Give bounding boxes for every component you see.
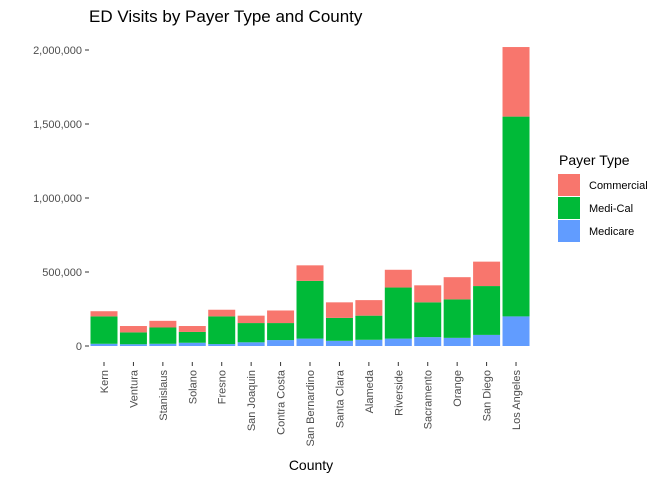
bar-commercial (325, 302, 353, 318)
bar-commercial (502, 47, 530, 117)
x-tick-label: Alameda (364, 369, 376, 413)
y-tick-label: 2,000,000 (33, 45, 82, 57)
bar-commercial (208, 309, 236, 317)
x-tick-label: Riverside (393, 370, 405, 416)
x-tick-label: Contra Costa (276, 369, 288, 435)
x-tick-label: Los Angeles (511, 370, 523, 430)
bar-commercial (267, 310, 295, 324)
bar-medi-cal (325, 317, 353, 341)
bar-medi-cal (355, 315, 383, 340)
x-tick-label: Fresno (217, 370, 229, 404)
bar-commercial (119, 326, 147, 333)
legend-swatch (558, 174, 580, 196)
bar-medi-cal (502, 116, 530, 317)
bar-medicare (384, 338, 412, 346)
bar-medi-cal (90, 316, 118, 344)
x-tick-label: San Diego (482, 370, 494, 421)
legend-swatch (558, 197, 580, 219)
legend-label: Commercial (589, 180, 648, 192)
legend-label: Medi-Cal (589, 203, 633, 215)
chart-title: ED Visits by Payer Type and County (89, 7, 363, 26)
bar-medicare (178, 342, 206, 346)
legend-swatch (558, 220, 580, 242)
bar-medicare (355, 339, 383, 346)
x-axis: Kern Ventura Stanislaus Solano Fresno San Joa… (99, 362, 523, 446)
bar-commercial (149, 320, 177, 328)
bar-medi-cal (208, 316, 236, 345)
bar-medi-cal (267, 323, 295, 341)
x-tick-label: Ventura (128, 369, 140, 408)
bar-medi-cal (119, 332, 147, 345)
bar-commercial (355, 300, 383, 316)
bar-medicare (208, 344, 236, 346)
bar-medi-cal (443, 299, 471, 338)
bar-medi-cal (178, 331, 206, 343)
bar-medi-cal (384, 287, 412, 339)
bar-medicare (90, 343, 118, 346)
x-tick-label: Orange (452, 370, 464, 407)
bar-medi-cal (296, 280, 324, 339)
x-tick-label: San Bernardino (305, 370, 317, 446)
y-axis: 0 500,000 1,000,000 1,500,000 2,000,000 (33, 45, 89, 353)
bar-medicare (119, 344, 147, 346)
bar-medicare (473, 334, 501, 346)
legend: Payer Type Commercial Medi-Cal Medicare (558, 152, 648, 242)
x-tick-label: Kern (99, 370, 111, 393)
bar-medicare (296, 338, 324, 346)
x-tick-label: Sacramento (423, 370, 435, 429)
bar-commercial (90, 311, 118, 317)
y-tick-label: 1,500,000 (33, 119, 82, 131)
x-tick-label: Solano (187, 370, 199, 404)
bar-medi-cal (237, 323, 265, 343)
bar-medicare (414, 337, 442, 346)
bar-commercial (473, 261, 501, 287)
bars (90, 47, 530, 346)
x-axis-title: County (289, 457, 333, 473)
bar-commercial (178, 326, 206, 332)
bar-medicare (443, 337, 471, 346)
bar-commercial (384, 269, 412, 288)
bar-commercial (296, 265, 324, 281)
bar-medicare (502, 316, 530, 346)
bar-medicare (149, 343, 177, 346)
y-tick-label: 500,000 (42, 267, 82, 279)
bar-medicare (237, 342, 265, 346)
bar-medicare (325, 340, 353, 346)
bar-medicare (267, 340, 295, 346)
bar-medi-cal (473, 286, 501, 335)
bar-medi-cal (414, 302, 442, 338)
bar-commercial (414, 285, 442, 303)
x-tick-label: Stanislaus (158, 370, 170, 421)
bar-commercial (443, 277, 471, 300)
x-tick-label: San Joaquin (246, 370, 258, 431)
legend-label: Medicare (589, 226, 634, 238)
bar-commercial (237, 315, 265, 324)
x-tick-label: Santa Clara (334, 369, 346, 428)
y-tick-label: 0 (76, 341, 82, 353)
legend-title: Payer Type (559, 152, 630, 168)
bar-medi-cal (149, 327, 177, 344)
y-tick-label: 1,000,000 (33, 193, 82, 205)
